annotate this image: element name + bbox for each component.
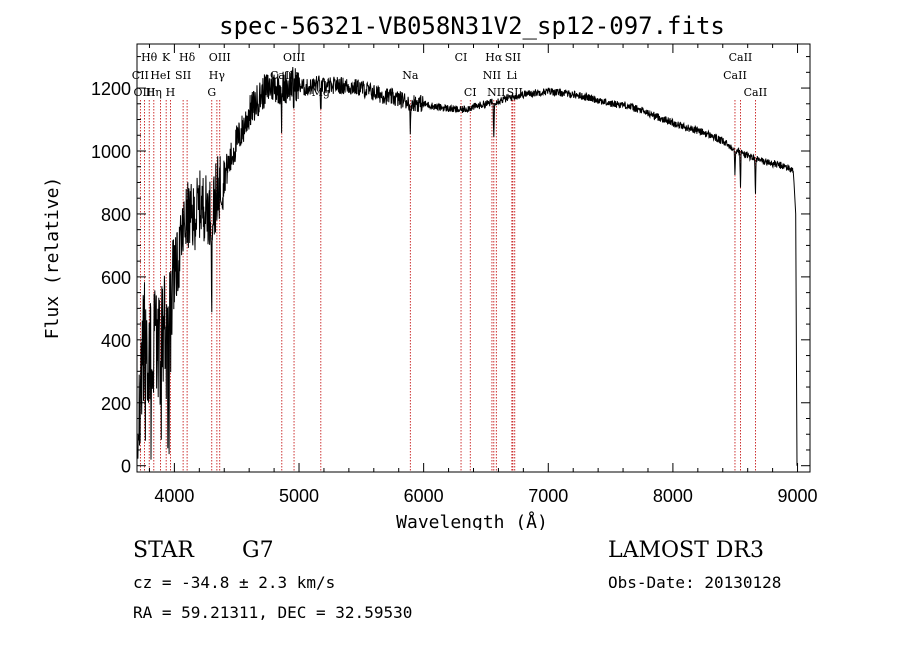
y-axis: 0 200 400 600 800 1000 1200 xyxy=(91,56,810,477)
line-label: OIII xyxy=(209,51,231,64)
line-label: Na xyxy=(402,69,419,82)
y-tick-label: 600 xyxy=(101,268,131,288)
object-subclass: G7 xyxy=(242,538,274,563)
coordinates-readout: RA = 59.21311, DEC = 32.59530 xyxy=(133,603,413,622)
object-class: STAR xyxy=(133,538,194,563)
observation-date: Obs-Date: 20130128 xyxy=(608,573,782,592)
line-label: G xyxy=(207,86,216,99)
x-tick-label: 7000 xyxy=(528,486,568,506)
y-tick-label: 400 xyxy=(101,331,131,351)
line-label: Hγ xyxy=(209,69,226,82)
y-tick-label: 0 xyxy=(121,457,131,477)
x-axis-label: Wavelength (Å) xyxy=(396,511,548,530)
y-tick-label: 1200 xyxy=(91,79,131,99)
line-label: NII xyxy=(483,69,501,82)
line-label: CaII xyxy=(744,86,768,99)
line-label: Hθ xyxy=(141,51,158,64)
x-tick-label: 4000 xyxy=(154,486,194,506)
survey-name: LAMOST DR3 xyxy=(608,538,764,563)
redshift-readout: cz = -34.8 ± 2.3 km/s xyxy=(133,573,336,592)
line-label: SII xyxy=(505,51,521,64)
line-label: HeI xyxy=(150,69,170,82)
line-label: H xyxy=(166,86,176,99)
spectrum-line xyxy=(137,66,798,466)
line-label: Hδ xyxy=(179,51,196,64)
line-label: CaII xyxy=(729,51,753,64)
x-tick-label: 8000 xyxy=(653,486,693,506)
line-label: OIII xyxy=(283,51,305,64)
line-label: OIII xyxy=(133,86,155,99)
y-tick-label: 200 xyxy=(101,394,131,414)
line-label: CI xyxy=(464,86,477,99)
line-label: Hη xyxy=(146,86,162,99)
line-label: Li xyxy=(506,69,517,82)
line-label: CaII xyxy=(270,69,294,82)
y-axis-label: Flux (relative) xyxy=(42,177,63,340)
line-label: Hα xyxy=(485,51,503,64)
x-tick-label: 5000 xyxy=(279,486,319,506)
line-markers xyxy=(139,100,756,472)
x-axis: 4000 5000 6000 7000 8000 9000 xyxy=(148,44,818,506)
chart-title: spec-56321-VB058N31V2_sp12-097.fits xyxy=(219,12,725,40)
spectrum-chart: spec-56321-VB058N31V2_sp12-097.fits Hθ K H… xyxy=(42,12,818,530)
x-tick-label: 6000 xyxy=(404,486,444,506)
x-tick-label: 9000 xyxy=(778,486,818,506)
line-label: CII xyxy=(132,69,149,82)
line-label: K xyxy=(162,51,171,64)
line-label: CI xyxy=(455,51,468,64)
line-label: NII xyxy=(487,86,505,99)
line-label: SII xyxy=(175,69,191,82)
y-tick-label: 1000 xyxy=(91,142,131,162)
y-tick-label: 800 xyxy=(101,205,131,225)
line-label: CaII xyxy=(723,69,747,82)
